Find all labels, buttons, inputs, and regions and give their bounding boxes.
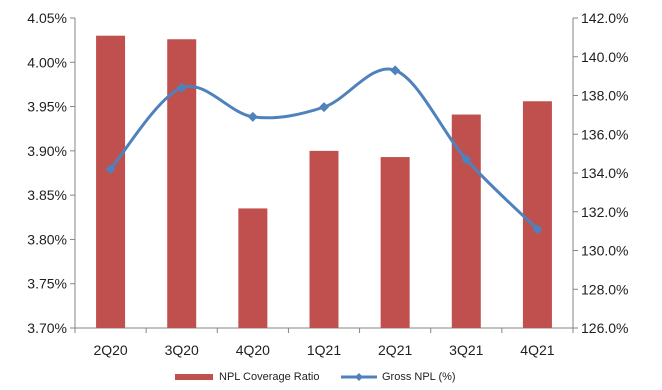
right-tick-label: 130.0% [581,243,628,259]
line-point-marker [390,65,401,76]
x-tick-label: 3Q20 [165,342,199,358]
right-tick-label: 134.0% [581,165,628,181]
x-tick-label: 4Q21 [520,342,554,358]
left-tick-label: 4.00% [27,54,67,70]
bar [309,150,339,328]
line-point-marker [105,164,116,175]
x-tick-label: 4Q20 [236,342,270,358]
right-tick-label: 142.0% [581,10,628,26]
line-point-marker [319,102,329,113]
left-tick-label: 3.90% [27,143,67,159]
left-tick-label: 3.80% [27,231,67,247]
right-tick-label: 128.0% [581,281,628,297]
line-point-marker [532,224,543,235]
legend-swatch-marker [355,373,363,381]
legend-label-line: Gross NPL (%) [382,371,456,383]
bar [451,114,481,329]
right-tick-label: 126.0% [581,320,628,336]
left-tick-label: 3.75% [27,276,67,292]
right-tick-label: 132.0% [581,204,628,220]
legend-swatch-bar [175,374,213,380]
bar [96,35,126,328]
left-tick-label: 4.05% [27,10,67,26]
bar [238,208,268,328]
bar [167,39,197,328]
x-tick-label: 3Q21 [449,342,483,358]
plot-area: 3.70% 3.75% 3.80% 3.85% 3.90% 3.95% 4.00% 4.05%… [27,10,628,358]
legend-label-bar: NPL Coverage Ratio [219,371,319,383]
bar [522,101,552,328]
right-tick-label: 138.0% [581,88,628,104]
legend: NPL Coverage Ratio Gross NPL (%) [175,371,456,383]
line-point-marker [176,82,187,93]
line-point-marker [247,111,258,122]
right-tick-label: 140.0% [581,49,628,65]
left-tick-label: 3.70% [27,320,67,336]
x-tick-label: 2Q20 [93,342,127,358]
left-tick-label: 3.95% [27,99,67,115]
x-tick-label: 1Q21 [307,342,341,358]
line-point-marker [461,154,472,165]
left-tick-label: 3.85% [27,187,67,203]
right-tick-label: 136.0% [581,126,628,142]
x-tick-label: 2Q21 [378,342,412,358]
bar [380,157,410,328]
